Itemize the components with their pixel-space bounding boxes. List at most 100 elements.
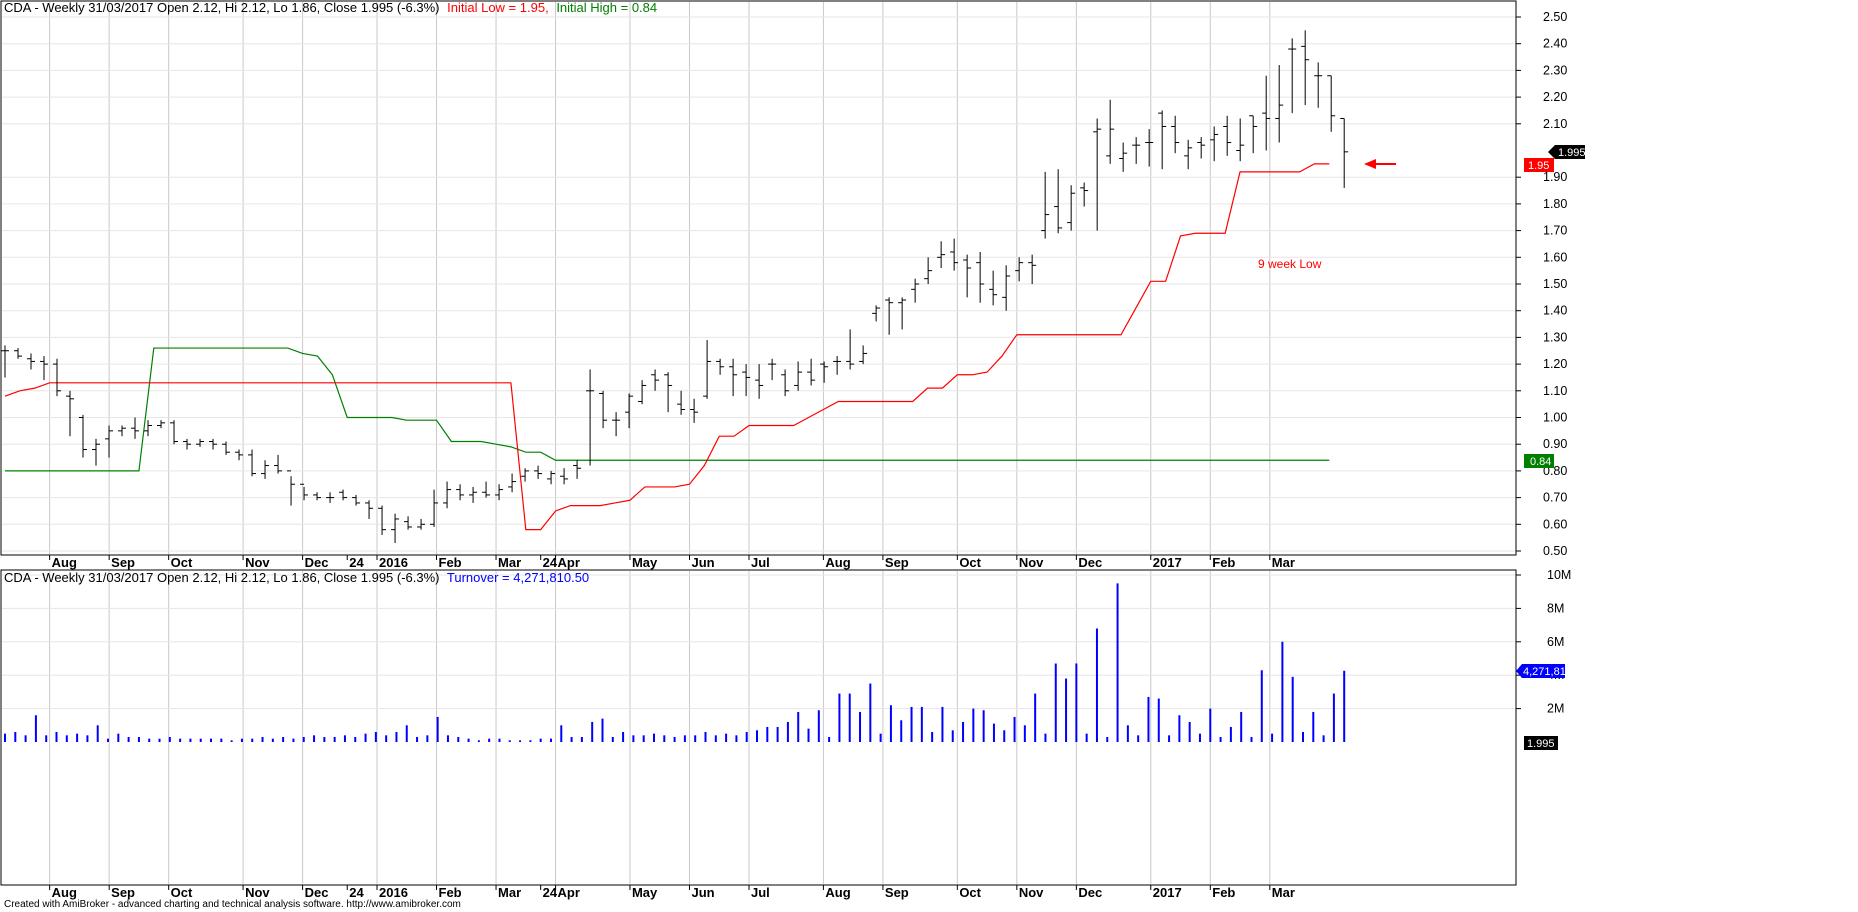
ohlc-bar: [235, 449, 244, 461]
x-tick-label: 24: [349, 885, 364, 900]
bottom-value-badge: 1.995: [1524, 736, 1558, 750]
arrow-left-icon: [1364, 159, 1396, 169]
ohlc-bar: [703, 340, 712, 399]
ohlc-bar: [560, 468, 569, 485]
ohlc-bar: [391, 513, 400, 543]
ohlc-bar: [625, 393, 634, 429]
x-tick-label: Dec: [305, 555, 329, 570]
ohlc-bar: [183, 438, 192, 450]
ohlc-bar: [482, 481, 491, 498]
volume-x-axis-labels: Aug Sep Oct Nov Dec 24 2016 Feb Mar 24 Apr May Jun Ju…: [49, 885, 1295, 900]
ohlc-bar: [339, 489, 348, 501]
ohlc-bar: [1002, 265, 1011, 311]
y-tick-label: 1.20: [1543, 357, 1567, 371]
x-tick-label: Oct: [959, 885, 981, 900]
x-tick-label: May: [632, 885, 658, 900]
price-x-axis-labels: Aug Sep Oct Nov Dec 24 2016 Feb Mar 24 Apr May Jun Ju…: [49, 555, 1295, 570]
ohlc-bar: [924, 257, 933, 284]
ohlc-bar: [755, 364, 764, 399]
x-tick-label: Mar: [498, 885, 521, 900]
price-pane-header: CDA - Weekly 31/03/2017 Open 2.12, Hi 2.…: [4, 0, 657, 15]
y-tick-label: 1.60: [1543, 250, 1567, 264]
ohlc-bar: [118, 425, 127, 437]
x-tick-label: Feb: [1212, 885, 1235, 900]
volume-tick-label: 10M: [1547, 568, 1571, 582]
y-tick-label: 2.30: [1543, 63, 1567, 77]
ohlc-bar: [170, 420, 179, 445]
ohlc-bar: [157, 420, 166, 429]
ohlc-bar: [950, 238, 959, 271]
footer-credit: Created with AmiBroker - advanced charti…: [4, 899, 461, 910]
price-pane-frame: [0, 0, 1517, 556]
x-tick-label: 2017: [1153, 555, 1182, 570]
ohlc-bar: [404, 516, 413, 530]
close-price-badge-text: 1.995: [1558, 147, 1586, 159]
ohlc-bar: [1119, 142, 1128, 172]
ohlc-bar: [638, 380, 647, 405]
ohlc-bar: [1314, 62, 1323, 108]
x-tick-label: Aug: [52, 555, 77, 570]
ohlc-bar: [131, 417, 140, 439]
price-header-main: CDA - Weekly 31/03/2017 Open 2.12, Hi 2.…: [4, 0, 440, 15]
ohlc-bar: [1, 345, 9, 378]
x-tick-label: Nov: [1019, 885, 1044, 900]
x-tick-label: Sep: [885, 885, 909, 900]
close-price-badge: 1.995: [1548, 145, 1586, 159]
ohlc-bar: [261, 460, 270, 479]
y-tick-label: 1.70: [1543, 224, 1567, 238]
ohlc-bar: [300, 483, 309, 501]
ohlc-bar: [508, 473, 517, 493]
x-tick-label: Aug: [825, 885, 850, 900]
ohlc-bar: [1340, 117, 1349, 188]
ohlc-bar: [1197, 137, 1206, 159]
ohlc-bar: [456, 484, 465, 501]
x-tick-label: Oct: [171, 885, 193, 900]
ohlc-bar: [612, 412, 621, 437]
ohlc-bar: [794, 361, 803, 391]
y-tick-label: 1.30: [1543, 330, 1567, 344]
ohlc-bar: [469, 486, 478, 503]
turnover-badge-text: 4,271,81: [1523, 666, 1566, 678]
x-tick-label: Feb: [439, 885, 462, 900]
volume-axis: 2M4M6M8M10M: [1516, 568, 1571, 716]
y-tick-label: 1.90: [1543, 170, 1567, 184]
y-tick-label: 1.00: [1543, 411, 1567, 425]
y-tick-label: 0.90: [1543, 437, 1567, 451]
initial-high-line: [5, 347, 1330, 472]
ohlc-bar: [274, 454, 283, 474]
ohlc-bar: [430, 489, 439, 527]
ohlc-bar: [417, 518, 426, 530]
ohlc-bar: [1301, 30, 1310, 106]
ohlc-bar: [287, 470, 296, 506]
ohlc-bar: [443, 481, 452, 509]
y-tick-label: 1.10: [1543, 384, 1567, 398]
ohlc-bar: [53, 358, 62, 397]
x-tick-label: Sep: [111, 885, 135, 900]
ohlc-bar: [781, 369, 790, 397]
ohlc-bar: [586, 369, 595, 466]
price-axis: 0.500.600.700.800.901.001.101.201.301.40…: [1516, 10, 1567, 558]
ohlc-bar: [1158, 110, 1167, 170]
x-tick-label: Sep: [885, 555, 909, 570]
ohlc-bar: [1041, 171, 1050, 239]
ohlc-bar: [495, 484, 504, 501]
ohlc-bar: [1054, 169, 1063, 234]
x-tick-label: 24: [543, 885, 558, 900]
initial-high-legend: Initial High = 0.84: [556, 0, 657, 15]
x-tick-label: Mar: [1272, 885, 1295, 900]
turnover-legend: Turnover = 4,271,810.50: [447, 570, 589, 585]
volume-tick-label: 2M: [1547, 702, 1564, 716]
ohlc-bar: [222, 441, 231, 455]
x-tick-label: Jul: [751, 885, 770, 900]
turnover-badge: 4,271,81: [1516, 664, 1566, 678]
ohlc-bar: [534, 465, 543, 479]
y-tick-label: 1.80: [1543, 197, 1567, 211]
ohlc-bar: [885, 297, 894, 335]
ohlc-bar: [1184, 139, 1193, 170]
y-tick-label: 0.60: [1543, 517, 1567, 531]
x-tick-label: Apr: [558, 555, 580, 570]
x-tick-label: Jun: [691, 555, 714, 570]
ohlc-bar: [1080, 182, 1089, 207]
volume-bars: [4, 583, 1346, 742]
ohlc-bar: [365, 500, 374, 519]
